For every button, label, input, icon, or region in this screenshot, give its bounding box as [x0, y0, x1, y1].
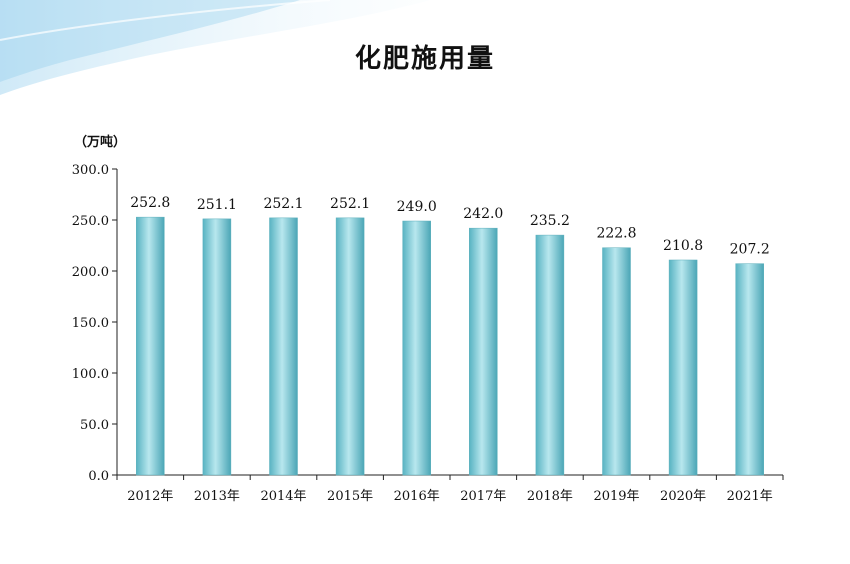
x-tick-label: 2012年 — [127, 489, 173, 504]
x-tick-label: 2016年 — [394, 489, 440, 504]
x-tick-label: 2017年 — [460, 489, 506, 504]
y-axis-unit-label: （万吨） — [74, 134, 126, 150]
x-tick-label: 2015年 — [327, 489, 373, 504]
y-tick-label: 300.0 — [72, 163, 109, 178]
data-label: 235.2 — [530, 213, 570, 229]
x-tick-label: 2021年 — [727, 489, 773, 504]
bar — [668, 259, 698, 476]
data-label: 249.0 — [397, 199, 437, 215]
data-label: 252.8 — [130, 195, 170, 211]
y-axis: 0.0 50.0 100.0 150.0 200.0 250.0 300.0 — [72, 163, 118, 484]
bar — [535, 234, 565, 476]
data-labels: 252.8 251.1 252.1 252.1 249.0 242.0 235.2 222.8… — [130, 195, 769, 258]
data-label: 252.1 — [263, 196, 303, 212]
bar — [469, 227, 498, 476]
data-label: 242.0 — [463, 206, 503, 222]
bar — [136, 216, 165, 476]
x-tick-label: 2013年 — [194, 489, 240, 504]
data-label: 210.8 — [663, 238, 703, 254]
bars — [136, 216, 764, 476]
y-tick-label: 250.0 — [72, 214, 109, 229]
x-tick-label: 2018年 — [527, 489, 573, 504]
data-label: 222.8 — [596, 226, 636, 242]
x-tick-label: 2019年 — [593, 489, 639, 504]
bar — [335, 217, 365, 476]
y-tick-label: 150.0 — [72, 316, 109, 331]
chart-title: 化肥施用量 — [354, 44, 495, 74]
bar — [269, 217, 298, 476]
bar — [602, 247, 631, 476]
x-tick-label: 2014年 — [260, 489, 306, 504]
bar — [402, 220, 431, 476]
y-tick-label: 50.0 — [80, 418, 109, 433]
y-tick-label: 200.0 — [72, 265, 109, 280]
y-tick-label: 100.0 — [72, 367, 109, 382]
y-tick-label: 0.0 — [88, 469, 109, 484]
bar — [735, 263, 764, 476]
data-label: 207.2 — [730, 242, 770, 258]
data-label: 251.1 — [197, 197, 237, 213]
bar — [202, 218, 232, 476]
x-tick-label: 2020年 — [660, 489, 706, 504]
x-axis: 2012年 2013年 2014年 2015年 2016年 2017年 2018年 2019年… — [116, 474, 784, 504]
data-label: 252.1 — [330, 196, 370, 212]
